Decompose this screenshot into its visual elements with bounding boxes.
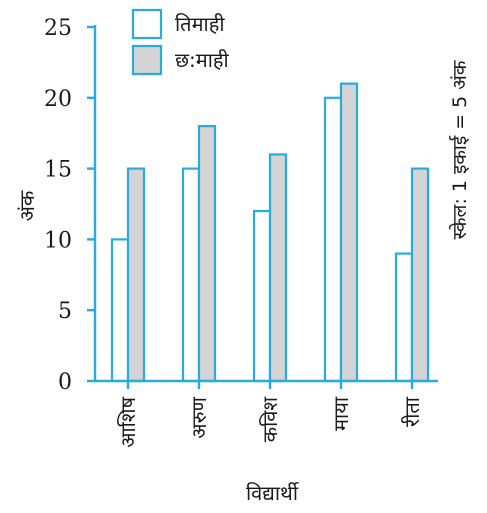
y-tick-label: 10 xyxy=(44,228,72,253)
bar-1-3 xyxy=(252,209,272,383)
bar-1-4 xyxy=(323,96,343,383)
scale-note: स्केल: 1 इकाई = 5 अंक xyxy=(448,60,471,239)
y-tick-label: 20 xyxy=(44,87,72,112)
legend-swatch-2 xyxy=(131,44,163,76)
x-axis-title: विद्यार्थी xyxy=(246,481,299,505)
y-tick-label: 0 xyxy=(58,370,72,395)
x-tick-label: आशिष xyxy=(116,397,140,448)
bar-2-2 xyxy=(197,125,217,383)
bar-1-1 xyxy=(110,238,130,383)
x-tick-label: माया xyxy=(329,396,353,431)
x-axis: आशिष अरुण कविश माया रीता xyxy=(95,379,438,448)
bar-2-5 xyxy=(410,167,430,383)
y-tick-label: 25 xyxy=(44,16,72,41)
y-axis-title: अंक xyxy=(15,190,39,221)
x-tick-label: रीता xyxy=(400,396,424,427)
bars-group xyxy=(110,82,430,383)
bar-2-4 xyxy=(339,82,359,383)
bar-1-2 xyxy=(181,167,201,383)
legend-label-2: छ:माही xyxy=(175,48,230,72)
legend-swatch-1 xyxy=(131,8,163,40)
y-tick-label: 15 xyxy=(44,158,72,183)
y-tick-label: 5 xyxy=(58,299,72,324)
y-axis: 0 5 10 15 20 25 xyxy=(44,16,97,395)
legend: तिमाही छ:माही xyxy=(131,8,230,76)
bar-2-1 xyxy=(126,167,146,383)
bar-2-3 xyxy=(268,153,288,383)
x-tick-label: कविश xyxy=(258,397,282,443)
bar-1-5 xyxy=(394,252,414,383)
legend-label-1: तिमाही xyxy=(175,12,225,36)
x-tick-label: अरुण xyxy=(187,396,211,438)
